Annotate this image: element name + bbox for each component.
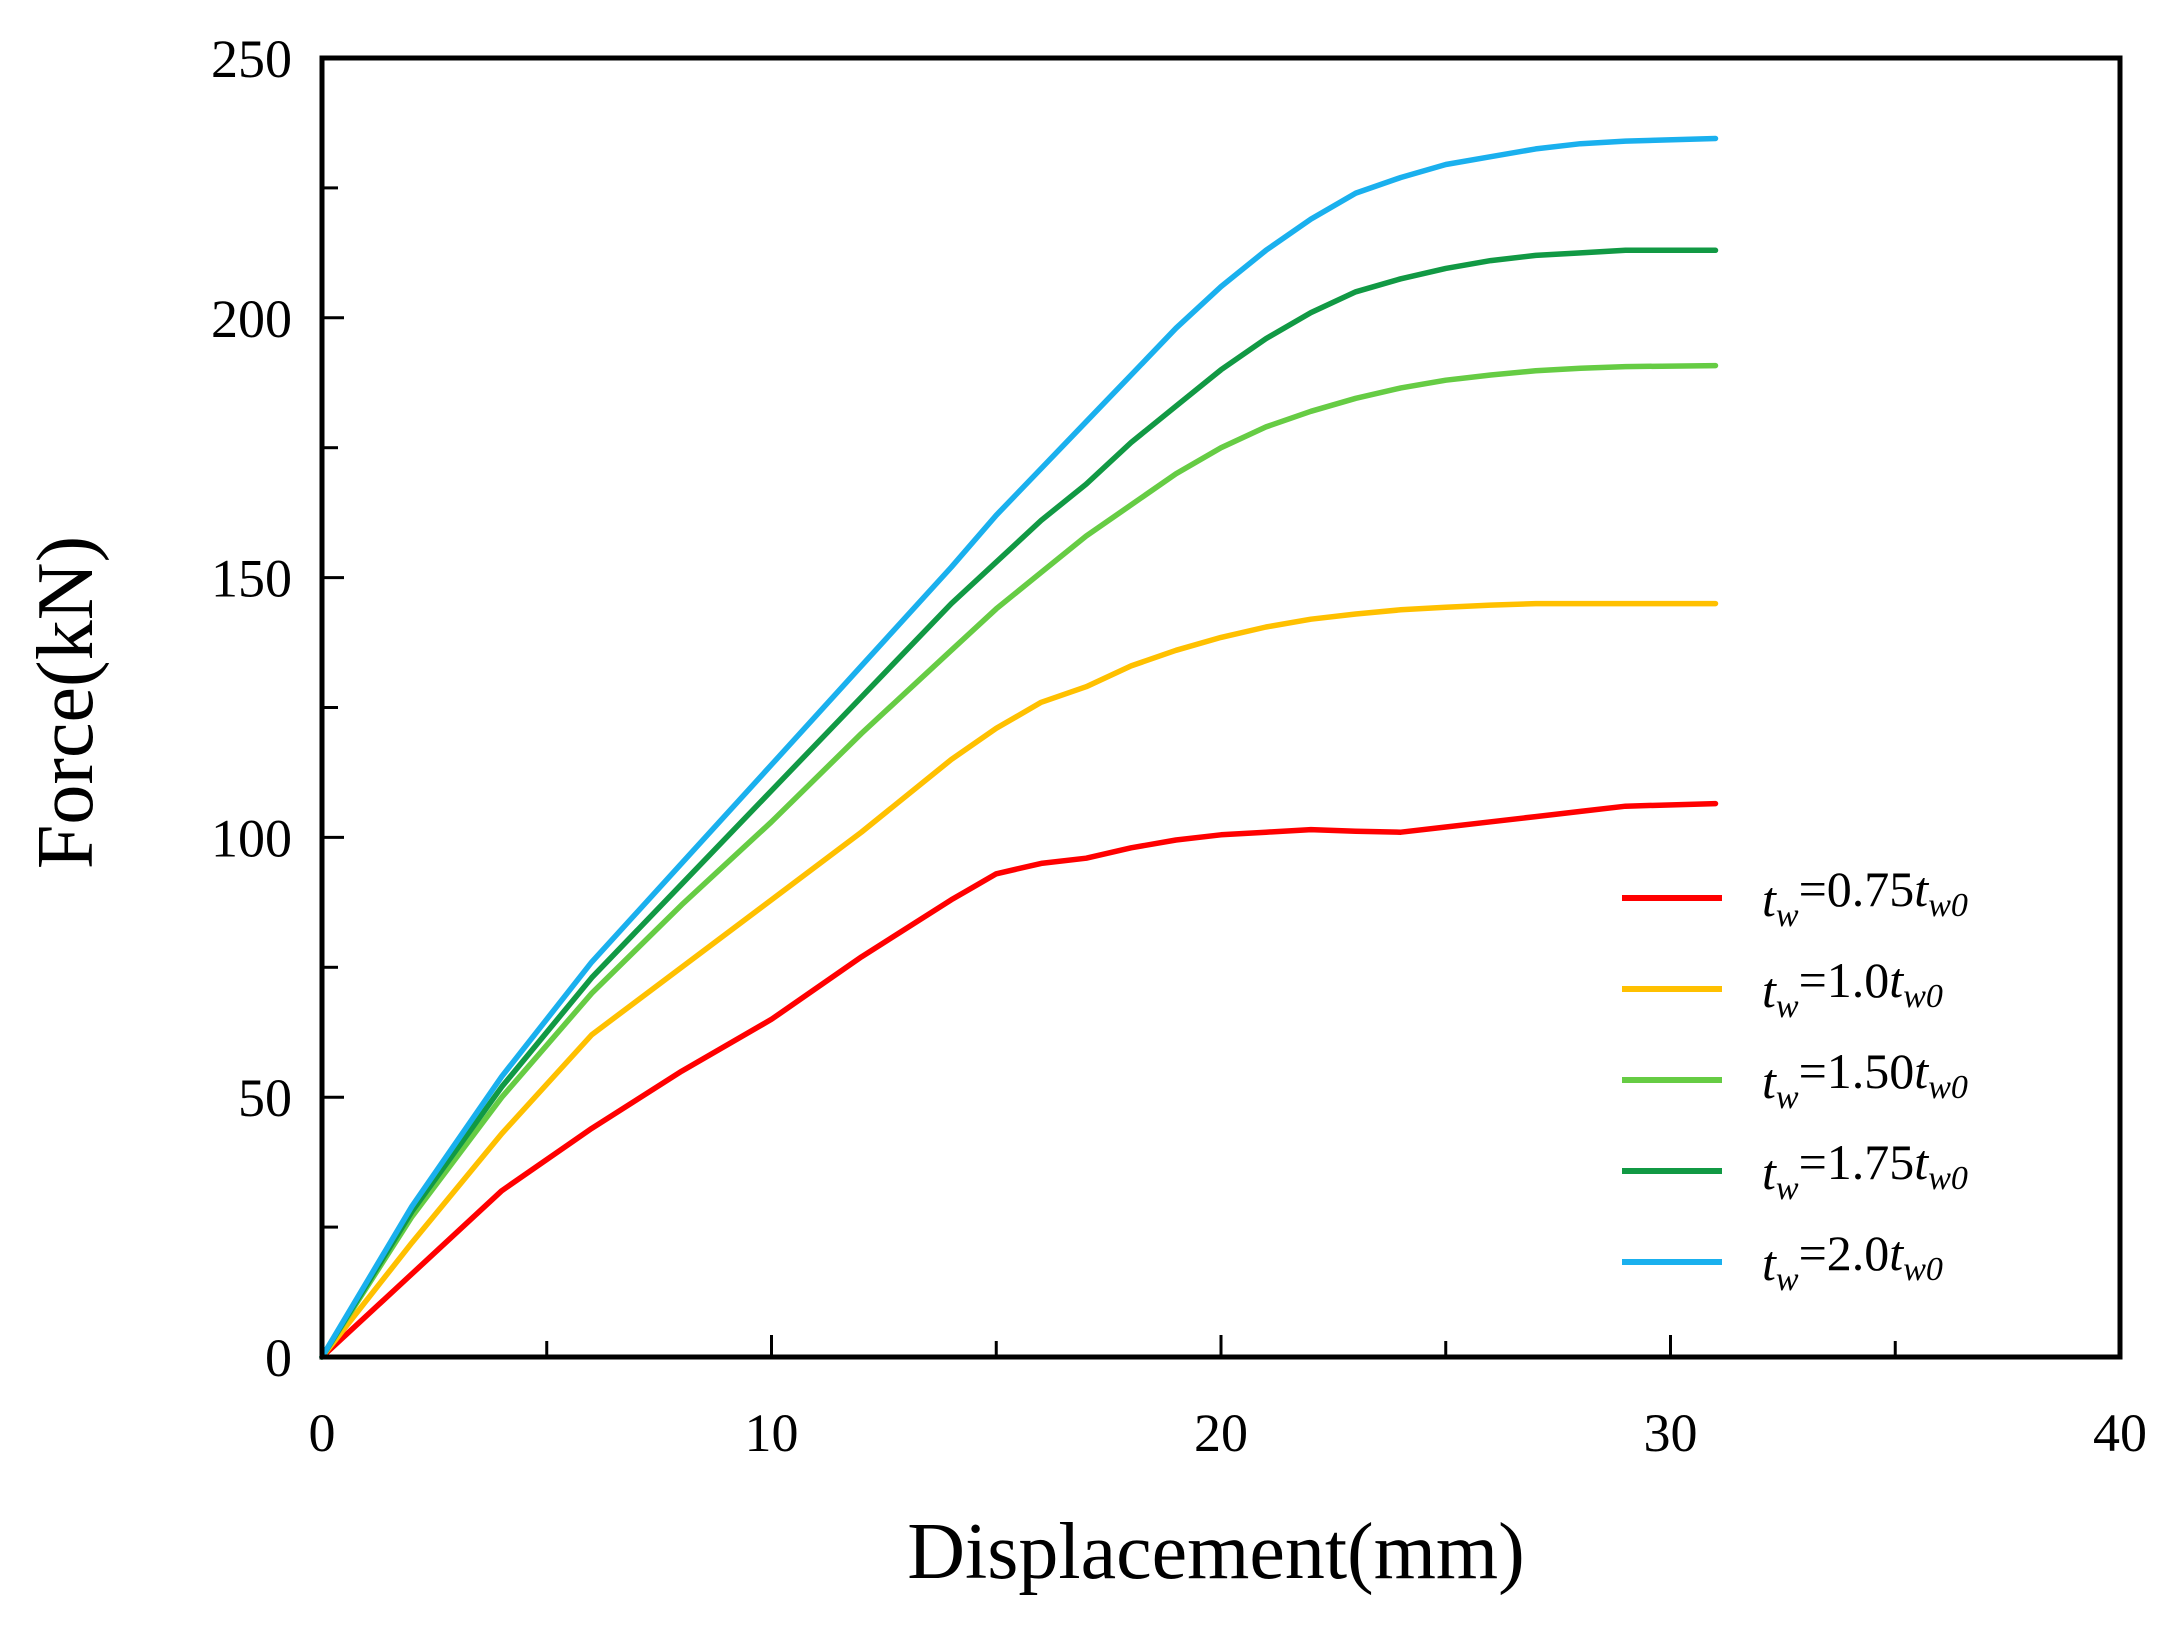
x-tick-label: 30 xyxy=(1644,1403,1698,1463)
plot-layer: 0 10 20 30 40 0 50 100 150 200 250 Displacement(mm)… xyxy=(22,29,2147,1596)
legend-label: tw=1.50tw0 xyxy=(1762,1043,1968,1116)
y-tick-label: 250 xyxy=(211,29,292,89)
y-tick-label: 100 xyxy=(211,808,292,868)
y-tick-label: 0 xyxy=(265,1328,292,1388)
y-axis-title: Force(kN) xyxy=(22,536,110,869)
legend-label: tw=0.75tw0 xyxy=(1762,861,1968,934)
x-tick-label: 20 xyxy=(1194,1403,1248,1463)
series-line-5 xyxy=(319,135,1719,1360)
legend-item-2: tw=1.0tw0 xyxy=(1622,952,1943,1025)
y-tick-label: 200 xyxy=(211,289,292,349)
series-line-2 xyxy=(319,600,1719,1360)
series-line-1 xyxy=(319,800,1719,1360)
legend-label: tw=2.0tw0 xyxy=(1762,1225,1943,1298)
x-axis-title: Displacement(mm) xyxy=(907,1508,1525,1596)
y-tick-label: 50 xyxy=(238,1068,292,1128)
series-line-3 xyxy=(319,362,1719,1360)
x-tick-label: 10 xyxy=(745,1403,799,1463)
legend-label: tw=1.75tw0 xyxy=(1762,1134,1968,1207)
x-tick-label: 0 xyxy=(309,1403,336,1463)
legend-item-1: tw=0.75tw0 xyxy=(1622,861,1968,934)
legend: tw=0.75tw0 tw=1.0tw0 tw=1.50tw0 tw=1.75tw0 t… xyxy=(1622,861,1968,1298)
legend-item-5: tw=2.0tw0 xyxy=(1622,1225,1943,1298)
legend-label: tw=1.0tw0 xyxy=(1762,952,1943,1025)
y-tick-label: 150 xyxy=(211,549,292,609)
x-tick-label: 40 xyxy=(2093,1403,2147,1463)
legend-item-3: tw=1.50tw0 xyxy=(1622,1043,1968,1116)
legend-item-4: tw=1.75tw0 xyxy=(1622,1134,1968,1207)
series-line-4 xyxy=(319,247,1719,1360)
